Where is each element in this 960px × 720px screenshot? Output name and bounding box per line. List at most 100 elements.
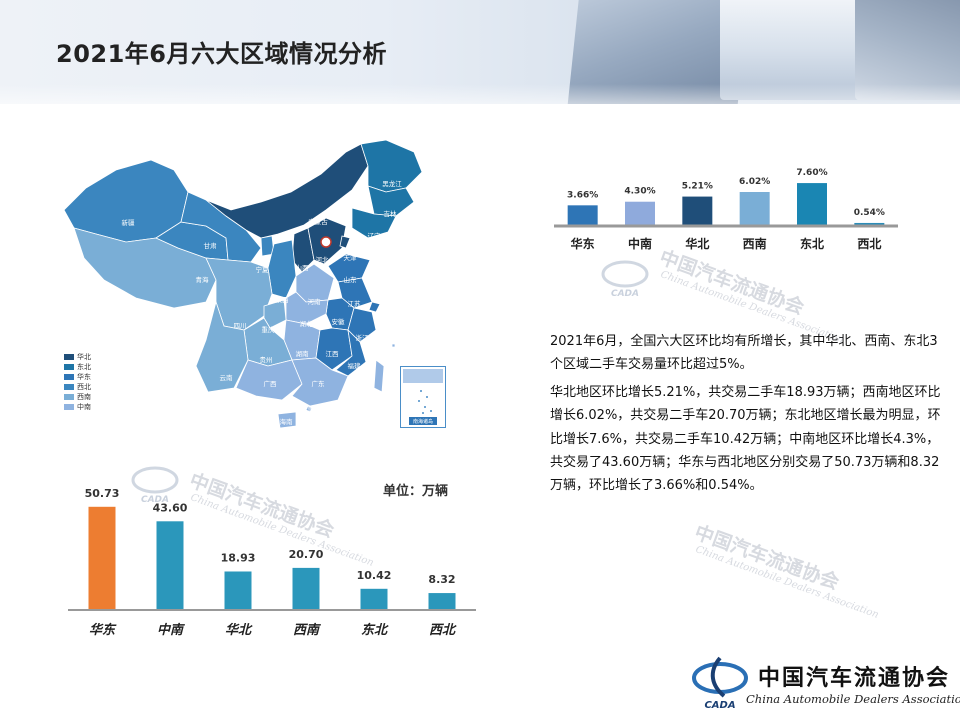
legend-label: 西南 (77, 393, 91, 401)
volume-bar-1 (156, 521, 184, 610)
legend-label: 中南 (77, 403, 91, 411)
volume-category-label: 华东 (89, 622, 117, 638)
legend-item: 华北 (64, 352, 91, 362)
volume-bar-5 (428, 593, 456, 610)
footer-org-name-en: China Automobile Dealers Association (746, 692, 960, 706)
legend-swatch (64, 354, 74, 360)
map-region-label: 内蒙古 (308, 217, 328, 226)
growth-value-label: 6.02% (739, 177, 770, 187)
map-region-label: 西藏 (128, 299, 142, 308)
footer-logo: CADA 中国汽车流通协会 China Automobile Dealers A… (690, 652, 960, 714)
map-region-7 (351, 207, 397, 239)
map-legend: 华北东北华东西北西南中南 (64, 352, 91, 412)
map-region-label: 福建 (348, 361, 362, 370)
map-region-label: 河北 (316, 256, 330, 264)
map-region-32 (391, 343, 396, 348)
map-region-label: 辽宁 (368, 231, 382, 240)
growth-category-label: 东北 (800, 236, 824, 251)
map-region-label: 黑龙江 (382, 179, 402, 188)
volume-value-label: 18.93 (221, 551, 256, 564)
volume-category-label: 华北 (225, 622, 253, 638)
legend-label: 东北 (77, 363, 91, 371)
growth-bar-5 (854, 222, 885, 226)
map-region-label: 安徽 (332, 317, 346, 326)
map-region-label: 澳门 (308, 405, 321, 414)
map-region-label: 广西 (264, 379, 278, 388)
map-region-label: 浙江 (356, 333, 370, 342)
legend-item: 西北 (64, 382, 91, 392)
legend-swatch (64, 404, 74, 410)
map-region-16 (368, 301, 381, 313)
growth-category-label: 西南 (743, 236, 767, 251)
map-inset-south-sea: 南海诸岛 (400, 366, 446, 428)
legend-item: 中南 (64, 402, 91, 412)
map-region-11 (327, 253, 371, 283)
growth-rate-chart: 3.66% 华东 4.30% 中南 5.21% 华北 6.02% 西南 7.60% 东北 0.54%… (554, 168, 898, 251)
analysis-paragraph: 华北地区环比增长5.21%，共交易二手车18.93万辆；西南地区环比增长6.02… (550, 384, 941, 494)
map-region-label: 云南 (220, 373, 234, 382)
volume-category-label: 东北 (361, 622, 389, 638)
map-region-31 (305, 405, 313, 413)
map-region-label: 新疆 (122, 218, 136, 227)
page-title: 2021年6月六大区域情况分析 (56, 40, 387, 68)
growth-bar-3 (739, 192, 770, 226)
map-region-label: 宁夏 (256, 265, 270, 274)
map-region-label: 甘肃 (204, 241, 218, 250)
volume-bar-0 (88, 506, 116, 610)
beijing-marker (320, 236, 332, 248)
map-region-21 (347, 307, 377, 343)
map-region-label: 海南 (280, 417, 294, 426)
volume-value-label: 43.60 (153, 501, 188, 514)
watermark: 中国汽车流通协会 China Automobile Dealers Associ… (655, 246, 849, 345)
legend-label: 华东 (77, 373, 91, 381)
legend-item: 东北 (64, 362, 91, 372)
growth-bar-0 (567, 205, 598, 226)
volume-value-label: 50.73 (85, 487, 120, 500)
growth-value-label: 5.21% (682, 182, 713, 192)
legend-item: 西南 (64, 392, 91, 402)
map-region-3 (180, 191, 262, 263)
map-region-27 (235, 359, 303, 401)
header-cube-decoration (720, 0, 860, 100)
analysis-paragraph: 2021年6月，全国六大区环比均有所增长，其中华北、西南、东北3个区域二手车交易… (550, 334, 938, 373)
map-region-label: 广东 (312, 379, 326, 388)
map-region-30 (277, 411, 297, 429)
header-shine (0, 84, 960, 104)
volume-value-label: 8.32 (428, 573, 455, 586)
map-region-label: 重庆 (262, 325, 276, 334)
watermark: 中国汽车流通协会 China Automobile Dealers Associ… (690, 521, 884, 620)
volume-bar-4 (360, 588, 388, 610)
growth-value-label: 7.60% (796, 168, 827, 178)
volume-category-label: 中南 (157, 622, 185, 638)
growth-bar-1 (625, 201, 655, 226)
map-region-label: 吉林 (384, 209, 398, 218)
map-region-label: 天津 (344, 254, 358, 262)
volume-category-label: 西南 (293, 622, 321, 638)
footer-org-name-zh: 中国汽车流通协会 (758, 665, 951, 691)
map-region-15 (337, 277, 373, 309)
growth-value-label: 4.30% (624, 187, 655, 197)
header-banner: 2021年6月六大区域情况分析 (0, 0, 960, 104)
inset-label: 南海诸岛 (413, 418, 433, 425)
map-region-label: 山西 (296, 263, 310, 272)
map-region-label: 贵州 (260, 355, 273, 364)
growth-value-label: 3.66% (567, 190, 598, 200)
volume-value-label: 20.70 (289, 548, 324, 561)
watermark-zh: 中国汽车流通协会 (691, 521, 842, 595)
legend-label: 西北 (77, 383, 91, 391)
legend-item: 华东 (64, 372, 91, 382)
map-region-label: 江西 (326, 350, 340, 358)
chart-unit-label: 单位：万辆 (383, 484, 449, 499)
volume-chart: 50.73 华东 43.60 中南 18.93 华北 20.70 西南 10.42 东北 8.32 西… (68, 487, 476, 638)
analysis-text: 2021年6月，全国六大区环比均有所增长，其中华北、西南、东北3个区域二手车交易… (550, 330, 945, 502)
legend-label: 华北 (77, 353, 91, 361)
map-region-label: 江苏 (348, 299, 362, 308)
growth-category-label: 华东 (571, 236, 595, 251)
legend-swatch (64, 384, 74, 390)
svg-text:CADA: CADA (611, 289, 639, 299)
svg-text:CADA: CADA (704, 700, 735, 711)
map-region-label: 山东 (344, 275, 358, 284)
map-region-26 (195, 300, 249, 393)
map-region-28 (291, 357, 349, 407)
growth-bar-2 (682, 196, 713, 226)
